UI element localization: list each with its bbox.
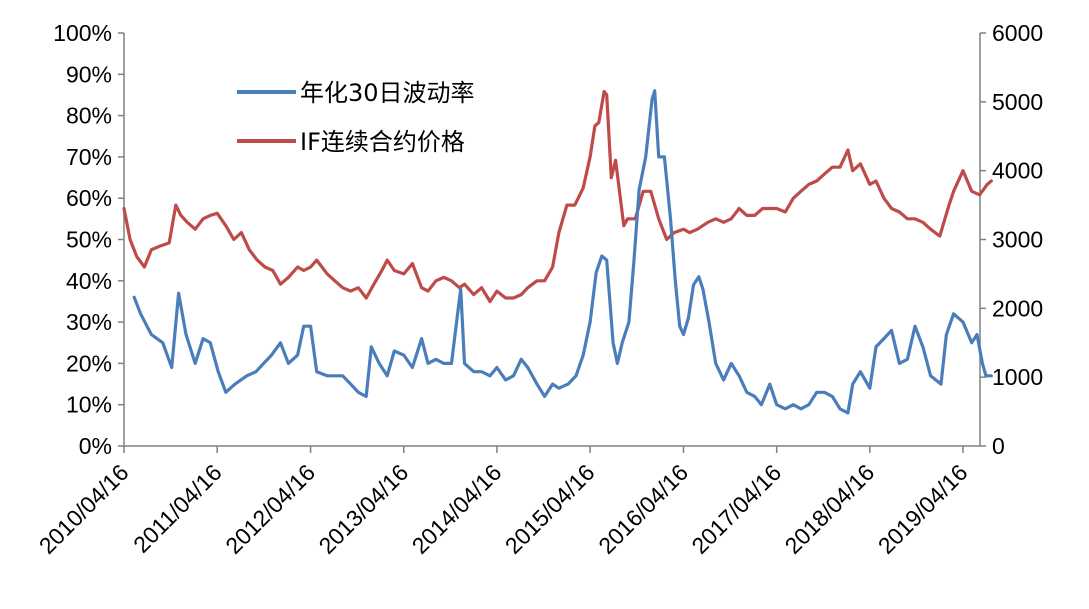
y-left-tick-label: 100% <box>53 20 112 46</box>
y-left-tick-label: 0% <box>79 433 112 459</box>
x-tick-label: 2015/04/16 <box>500 459 600 559</box>
y-left-tick-label: 20% <box>66 350 112 376</box>
y-right-tick-label: 3000 <box>992 227 1043 253</box>
x-tick-label: 2019/04/16 <box>873 459 973 559</box>
y-left-tick-label: 80% <box>66 103 112 129</box>
y-right-tick-label: 0 <box>992 433 1005 459</box>
plot-area <box>122 89 993 415</box>
x-tick-label: 2013/04/16 <box>313 459 413 559</box>
series-line-volatility <box>132 89 993 415</box>
y-left-tick-label: 90% <box>66 61 112 87</box>
x-tick-label: 2012/04/16 <box>220 459 320 559</box>
axes: 0% 10% 20% 30% 40% 50% 60% 70% 80% 90% 100% 0 1000 20… <box>34 20 1043 559</box>
y-right-tick-label: 2000 <box>992 295 1043 321</box>
x-tick-label: 2017/04/16 <box>686 459 786 559</box>
legend: 年化30日波动率 IF连续合约价格 <box>237 79 475 156</box>
x-tick-label: 2011/04/16 <box>128 459 227 558</box>
y-left-tick-label: 50% <box>66 227 112 253</box>
y-right-tick-label: 5000 <box>992 89 1043 115</box>
y-left-tick-label: 70% <box>66 144 112 170</box>
y-right-tick-label: 6000 <box>992 20 1043 46</box>
x-tick-label: 2014/04/16 <box>407 459 507 559</box>
y-right-tick-label: 1000 <box>992 364 1043 390</box>
y-left-tick-label: 40% <box>66 268 112 294</box>
y-left-tick-label: 30% <box>66 309 112 335</box>
x-tick-label: 2010/04/16 <box>34 459 134 559</box>
x-tick-label: 2018/04/16 <box>780 459 880 559</box>
legend-label-volatility: 年化30日波动率 <box>300 79 475 107</box>
x-tick-label: 2016/04/16 <box>593 459 693 559</box>
y-left-tick-label: 60% <box>66 185 112 211</box>
legend-label-price: IF连续合约价格 <box>300 128 465 156</box>
y-right-tick-label: 4000 <box>992 158 1043 184</box>
y-left-tick-label: 10% <box>66 392 112 418</box>
series-line-price <box>122 89 993 304</box>
